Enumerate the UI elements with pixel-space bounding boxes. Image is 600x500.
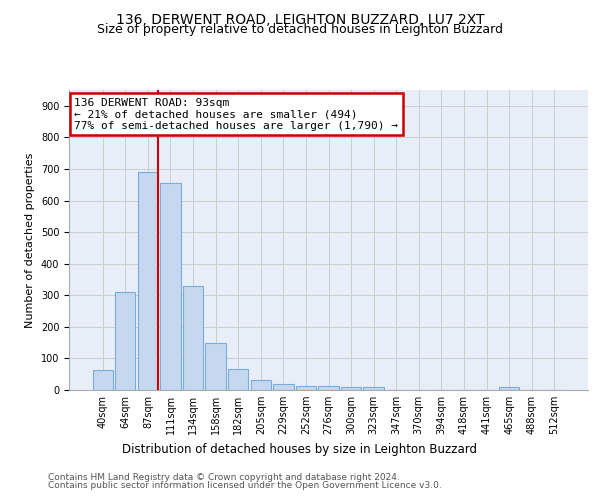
Bar bbox=[273, 384, 293, 390]
Text: Size of property relative to detached houses in Leighton Buzzard: Size of property relative to detached ho… bbox=[97, 24, 503, 36]
Bar bbox=[499, 388, 519, 390]
Bar bbox=[138, 172, 158, 390]
Text: 136 DERWENT ROAD: 93sqm
← 21% of detached houses are smaller (494)
77% of semi-d: 136 DERWENT ROAD: 93sqm ← 21% of detache… bbox=[74, 98, 398, 130]
Text: Contains public sector information licensed under the Open Government Licence v3: Contains public sector information licen… bbox=[48, 481, 442, 490]
Y-axis label: Number of detached properties: Number of detached properties bbox=[25, 152, 35, 328]
Bar bbox=[115, 292, 136, 390]
Bar bbox=[228, 370, 248, 390]
Bar bbox=[364, 387, 384, 390]
Text: 136, DERWENT ROAD, LEIGHTON BUZZARD, LU7 2XT: 136, DERWENT ROAD, LEIGHTON BUZZARD, LU7… bbox=[116, 12, 484, 26]
Text: Contains HM Land Registry data © Crown copyright and database right 2024.: Contains HM Land Registry data © Crown c… bbox=[48, 472, 400, 482]
Bar bbox=[251, 380, 271, 390]
Bar bbox=[205, 342, 226, 390]
Text: Distribution of detached houses by size in Leighton Buzzard: Distribution of detached houses by size … bbox=[122, 442, 478, 456]
Bar bbox=[296, 386, 316, 390]
Bar bbox=[341, 387, 361, 390]
Bar bbox=[319, 386, 338, 390]
Bar bbox=[160, 183, 181, 390]
Bar bbox=[92, 370, 113, 390]
Bar bbox=[183, 286, 203, 390]
